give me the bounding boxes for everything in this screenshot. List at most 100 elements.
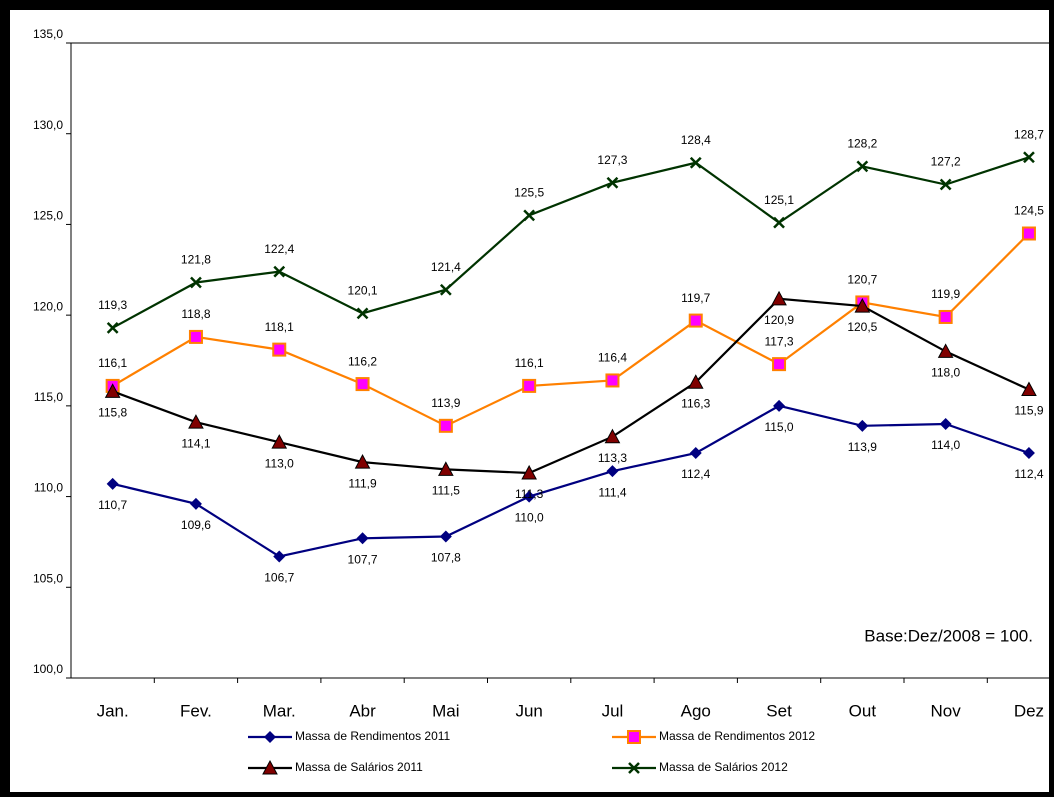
value-label: 122,4	[264, 242, 294, 256]
marker	[523, 209, 536, 222]
value-label: 113,9	[848, 440, 877, 454]
value-label: 117,3	[764, 334, 793, 348]
value-label: 124,5	[1014, 204, 1044, 218]
series-line	[112, 232, 1030, 428]
y-tick-label: 120,0	[33, 299, 63, 313]
value-label: 111,3	[515, 487, 544, 501]
value-label: 116,1	[98, 356, 127, 370]
marker	[522, 378, 537, 393]
y-tick-label: 130,0	[33, 118, 63, 132]
value-label: 106,7	[264, 571, 294, 585]
value-label: 116,4	[598, 351, 627, 365]
marker	[689, 156, 702, 169]
value-label: 107,7	[348, 552, 378, 566]
legend-label: Massa de Rendimentos 2011	[295, 729, 451, 743]
marker	[356, 307, 369, 320]
marker	[854, 298, 871, 313]
x-tick-label: Dez	[1014, 701, 1044, 720]
value-label: 107,8	[431, 551, 461, 565]
marker	[1022, 447, 1035, 460]
annotation: Base:Dez/2008 = 100.	[864, 626, 1033, 645]
marker	[523, 490, 536, 503]
value-label: 111,9	[348, 476, 377, 490]
marker	[773, 216, 785, 229]
x-tick-label: Jul	[602, 701, 624, 720]
marker	[106, 321, 119, 334]
value-label: 112,4	[681, 467, 710, 481]
value-label: 120,1	[348, 284, 378, 298]
marker	[355, 377, 370, 392]
series-line	[112, 156, 1030, 329]
legend-label: Massa de Salários 2012	[659, 760, 788, 774]
marker	[939, 178, 952, 191]
marker	[1023, 151, 1035, 164]
value-label: 111,4	[598, 485, 627, 499]
marker	[687, 374, 704, 389]
value-label: 119,3	[98, 298, 127, 312]
marker	[188, 329, 203, 344]
legend-label: Massa de Salários 2011	[295, 760, 423, 774]
y-tick-label: 100,0	[33, 662, 63, 676]
value-label: 114,0	[931, 438, 960, 452]
value-label: 128,7	[1014, 127, 1044, 141]
marker	[605, 373, 620, 388]
value-label: 113,3	[598, 451, 627, 465]
value-label: 110,7	[98, 498, 127, 512]
y-tick-label: 110,0	[34, 481, 63, 495]
marker	[438, 461, 454, 476]
marker	[937, 343, 954, 358]
value-label: 112,4	[1014, 467, 1043, 481]
value-label: 114,1	[181, 436, 210, 450]
value-label: 120,5	[847, 320, 877, 334]
marker	[104, 383, 121, 398]
value-label: 118,1	[265, 320, 294, 334]
value-label: 127,3	[597, 153, 627, 167]
value-label: 113,0	[265, 456, 294, 470]
marker	[856, 419, 869, 432]
marker	[273, 550, 286, 563]
value-label: 119,7	[681, 291, 710, 305]
x-tick-label: Abr	[349, 701, 376, 720]
marker	[354, 454, 371, 469]
value-label: 116,3	[681, 396, 710, 410]
marker	[439, 283, 452, 296]
marker	[773, 399, 786, 412]
marker	[1021, 381, 1037, 397]
value-label: 121,4	[431, 260, 461, 274]
value-label: 128,2	[847, 137, 877, 151]
value-label: 115,9	[1014, 404, 1043, 418]
x-tick-label: Out	[849, 701, 877, 720]
marker	[188, 414, 204, 429]
marker	[190, 276, 202, 289]
x-tick-label: Ago	[681, 701, 711, 720]
marker	[856, 160, 869, 173]
y-tick-label: 115,0	[34, 390, 63, 404]
value-label: 109,6	[181, 518, 211, 532]
marker	[106, 477, 119, 490]
marker	[438, 418, 453, 433]
marker	[606, 465, 619, 478]
marker	[604, 428, 621, 444]
marker	[771, 290, 787, 306]
marker	[938, 309, 953, 324]
value-label: 120,7	[847, 273, 877, 287]
y-tick-label: 135,0	[33, 27, 63, 41]
marker	[627, 730, 641, 744]
marker	[772, 357, 787, 372]
x-tick-label: Jan.	[97, 701, 129, 720]
value-label: 118,0	[931, 366, 960, 380]
marker	[688, 313, 703, 328]
value-label: 110,0	[515, 511, 544, 525]
x-tick-label: Nov	[931, 701, 962, 720]
value-label: 125,1	[764, 193, 794, 207]
value-label: 116,1	[515, 356, 544, 370]
value-label: 121,8	[181, 253, 211, 267]
marker	[521, 464, 537, 480]
marker	[689, 447, 702, 460]
x-tick-label: Set	[766, 701, 792, 720]
value-label: 113,9	[431, 396, 460, 410]
marker	[628, 762, 640, 774]
value-label: 125,5	[514, 186, 544, 200]
marker	[189, 497, 202, 510]
